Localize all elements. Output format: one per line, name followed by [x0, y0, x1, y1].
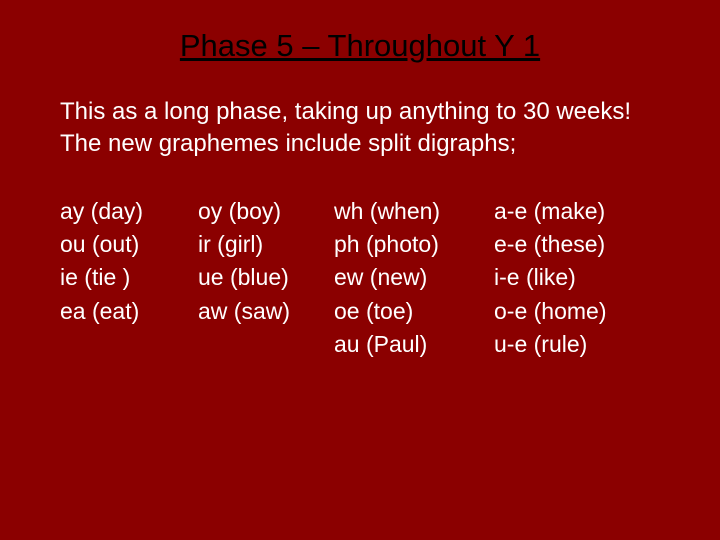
- grapheme-item: ay (day): [60, 195, 170, 228]
- grapheme-item: au (Paul): [334, 328, 476, 361]
- grapheme-item: u-e (rule): [494, 328, 644, 361]
- grapheme-item: o-e (home): [494, 295, 644, 328]
- grapheme-item: ew (new): [334, 261, 476, 294]
- grapheme-item: e-e (these): [494, 228, 644, 261]
- grapheme-item: ou (out): [60, 228, 170, 261]
- grapheme-item: aw (saw): [198, 295, 308, 328]
- grapheme-item: ue (blue): [198, 261, 308, 294]
- grapheme-item: oy (boy): [198, 195, 308, 228]
- grapheme-item: ph (photo): [334, 228, 476, 261]
- grapheme-item: wh (when): [334, 195, 476, 228]
- grapheme-item: i-e (like): [494, 261, 644, 294]
- grapheme-columns: ay (day) ou (out) ie (tie ) ea (eat) oy …: [60, 195, 660, 362]
- grapheme-item: a-e (make): [494, 195, 644, 228]
- grapheme-col-3: wh (when) ph (photo) ew (new) oe (toe) a…: [326, 195, 476, 362]
- grapheme-item: oe (toe): [334, 295, 476, 328]
- intro-text: This as a long phase, taking up anything…: [60, 96, 660, 161]
- intro-line-1: This as a long phase, taking up anything…: [60, 96, 660, 128]
- grapheme-col-1: ay (day) ou (out) ie (tie ) ea (eat): [60, 195, 170, 362]
- grapheme-col-2: oy (boy) ir (girl) ue (blue) aw (saw): [188, 195, 308, 362]
- grapheme-col-4: a-e (make) e-e (these) i-e (like) o-e (h…: [494, 195, 644, 362]
- grapheme-item: ea (eat): [60, 295, 170, 328]
- grapheme-item: ir (girl): [198, 228, 308, 261]
- intro-line-2: The new graphemes include split digraphs…: [60, 128, 660, 160]
- grapheme-item: ie (tie ): [60, 261, 170, 294]
- slide-title: Phase 5 – Throughout Y 1: [60, 28, 660, 64]
